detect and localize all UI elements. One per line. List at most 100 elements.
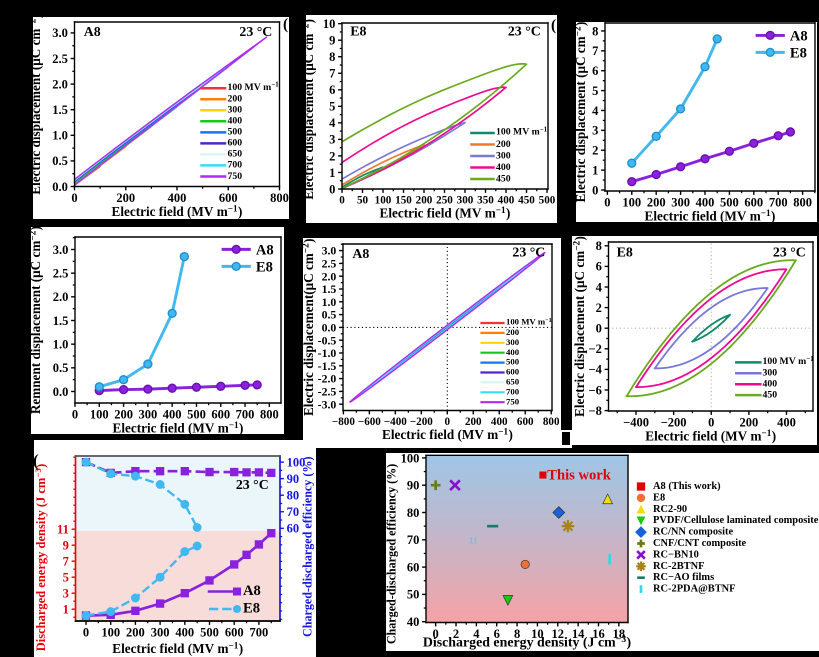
svg-text:−8: −8 — [588, 404, 601, 418]
svg-text:150: 150 — [395, 194, 412, 206]
svg-text:PVDF/Cellulose laminated compo: PVDF/Cellulose laminated composite — [653, 515, 819, 526]
svg-text:RC-2PDA@BTNF: RC-2PDA@BTNF — [653, 584, 736, 595]
svg-text:500: 500 — [506, 357, 520, 367]
svg-text:6: 6 — [494, 627, 500, 641]
svg-text:6: 6 — [596, 260, 602, 274]
svg-text:E8: E8 — [653, 492, 665, 503]
svg-text:0.5: 0.5 — [322, 308, 337, 322]
svg-text:E l e c: E l e c t r i c f i e l d ( M V m ) − 1 — [380, 193, 516, 222]
svg-text:300: 300 — [139, 407, 158, 421]
svg-text:700: 700 — [769, 195, 788, 209]
svg-text:A8: A8 — [243, 583, 261, 599]
svg-text:200: 200 — [116, 191, 135, 205]
svg-text:10: 10 — [323, 17, 336, 31]
svg-text:600: 600 — [225, 625, 244, 639]
svg-text:1 0 0 M: 1 0 0 M V m − 1 — [496, 112, 549, 140]
svg-text:0: 0 — [433, 627, 439, 641]
svg-text:1 0 0 M: 1 0 0 M V m − 1 — [228, 67, 281, 95]
svg-text:D i s c: D i s c h a r g e d e n e r g y d e n s … — [21, 458, 50, 651]
svg-text:E l e c: E l e c t r i c f i e l d ( M V m ) − 1 — [112, 192, 248, 221]
svg-text:9: 9 — [63, 539, 69, 553]
svg-text:RC2-90: RC2-90 — [653, 504, 687, 515]
svg-text:-0.5: -0.5 — [318, 333, 337, 347]
svg-text:450: 450 — [518, 194, 535, 206]
svg-text:600: 600 — [211, 407, 230, 421]
svg-text:450: 450 — [496, 173, 511, 184]
svg-text:90: 90 — [287, 472, 300, 486]
svg-text:■This work: ■This work — [538, 467, 611, 483]
svg-text:14: 14 — [572, 627, 585, 641]
svg-text:D i s c: D i s c h a r g e d e n e r g y d e n s … — [423, 622, 637, 651]
svg-text:70: 70 — [407, 533, 420, 547]
svg-text:E l e c: E l e c t r i c d i s p l a c e m e n t … — [288, 233, 317, 416]
svg-text:400: 400 — [168, 191, 187, 205]
svg-text:700: 700 — [250, 625, 269, 639]
svg-text:400: 400 — [696, 195, 715, 209]
svg-text:4: 4 — [596, 280, 603, 294]
svg-text:2.0: 2.0 — [322, 269, 337, 283]
svg-text:5: 5 — [63, 571, 69, 585]
svg-text:200: 200 — [739, 415, 758, 429]
svg-text:4: 4 — [592, 104, 599, 118]
svg-text:2: 2 — [592, 144, 598, 158]
svg-text:400: 400 — [491, 416, 508, 428]
svg-text:400: 400 — [163, 407, 182, 421]
svg-text:R e m n: R e m n e n t d i s p l a c e m e n t ( … — [15, 220, 44, 414]
svg-text:0.0: 0.0 — [52, 180, 68, 194]
svg-text:E l e c: E l e c t r i c f i e l d ( M V m ) − 1 — [645, 416, 781, 445]
svg-text:A8 (This work): A8 (This work) — [653, 481, 721, 492]
svg-text:E l e c: E l e c t r i c d i s p l a c e m e n t … — [559, 231, 588, 417]
svg-text:−2: −2 — [588, 342, 601, 356]
svg-text:0: 0 — [445, 416, 451, 428]
svg-text:50: 50 — [407, 588, 420, 602]
svg-text:3.0: 3.0 — [322, 244, 337, 258]
svg-text:7: 7 — [63, 555, 69, 569]
svg-text:1.0: 1.0 — [52, 129, 68, 143]
svg-text:100: 100 — [287, 455, 306, 469]
svg-text:1.5: 1.5 — [52, 103, 68, 117]
svg-text:200: 200 — [647, 195, 666, 209]
svg-text:800: 800 — [260, 407, 279, 421]
svg-text:1 0 0 M: 1 0 0 M V m − 1 — [506, 302, 554, 330]
svg-text:0.0: 0.0 — [322, 320, 337, 334]
svg-text:650: 650 — [506, 377, 520, 387]
svg-text:A8: A8 — [256, 243, 274, 259]
svg-text:450: 450 — [763, 389, 778, 400]
svg-text:650: 650 — [228, 149, 243, 160]
svg-text:0: 0 — [72, 407, 78, 421]
svg-text:RC−BN10: RC−BN10 — [653, 549, 699, 560]
svg-text:CNF/CNT composite: CNF/CNT composite — [653, 538, 747, 549]
svg-text:-3.0: -3.0 — [318, 397, 337, 411]
svg-text:-1.5: -1.5 — [318, 359, 337, 373]
svg-text:E l e c: E l e c t r i c f i e l d ( M V m ) − 1 — [112, 629, 248, 657]
svg-text:300: 300 — [496, 150, 511, 161]
svg-text:−200: −200 — [661, 415, 687, 429]
svg-text:−600: −600 — [358, 416, 381, 428]
svg-text:400: 400 — [496, 162, 511, 173]
svg-text:2.5: 2.5 — [53, 267, 69, 281]
svg-text:3.0: 3.0 — [53, 243, 69, 257]
svg-text:2.0: 2.0 — [52, 77, 68, 91]
svg-text:200: 200 — [114, 407, 133, 421]
svg-text:Charged-discharged efficiency: Charged-discharged efficiency (%) — [301, 457, 315, 637]
svg-text:40: 40 — [407, 615, 420, 629]
svg-text:500: 500 — [200, 625, 219, 639]
svg-text:90: 90 — [407, 479, 420, 493]
svg-text:0: 0 — [604, 195, 610, 209]
svg-text:9: 9 — [329, 34, 335, 48]
svg-text:2: 2 — [453, 627, 459, 641]
svg-text:300: 300 — [151, 625, 170, 639]
svg-text:600: 600 — [506, 367, 520, 377]
svg-text:23 °C: 23 °C — [236, 478, 269, 493]
svg-text:500: 500 — [187, 407, 206, 421]
svg-text:200: 200 — [496, 139, 511, 150]
svg-text:23 °C: 23 °C — [773, 245, 806, 260]
svg-text:400: 400 — [506, 347, 520, 357]
svg-text:750: 750 — [228, 171, 243, 182]
svg-text:E8: E8 — [350, 24, 366, 39]
svg-text:80: 80 — [407, 506, 420, 520]
svg-text:250: 250 — [436, 194, 453, 206]
svg-text:16: 16 — [592, 627, 605, 641]
svg-text:200: 200 — [416, 194, 433, 206]
svg-text:E8: E8 — [243, 601, 260, 617]
